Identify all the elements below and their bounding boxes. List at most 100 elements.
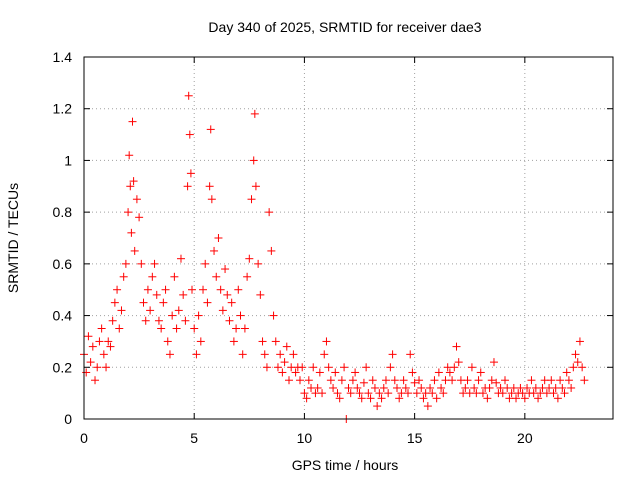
data-point bbox=[86, 358, 95, 367]
data-point bbox=[467, 363, 476, 372]
data-point bbox=[141, 316, 150, 325]
data-point bbox=[278, 368, 287, 377]
data-point bbox=[364, 389, 373, 398]
data-point bbox=[512, 394, 521, 403]
data-point bbox=[377, 394, 386, 403]
data-point bbox=[573, 358, 582, 367]
data-point bbox=[322, 337, 331, 346]
data-point bbox=[125, 151, 134, 160]
data-point bbox=[309, 363, 318, 372]
data-point bbox=[262, 363, 271, 372]
data-point bbox=[302, 394, 311, 403]
data-point bbox=[426, 383, 435, 392]
data-point bbox=[346, 389, 355, 398]
data-point bbox=[487, 376, 496, 385]
y-tick-label: 0.2 bbox=[53, 359, 73, 375]
data-point bbox=[148, 272, 157, 281]
data-point bbox=[238, 350, 247, 359]
data-point bbox=[280, 358, 289, 367]
data-point bbox=[296, 376, 305, 385]
data-point bbox=[205, 182, 214, 191]
data-point bbox=[207, 195, 216, 204]
data-point bbox=[412, 389, 421, 398]
data-point bbox=[146, 306, 155, 315]
y-tick-label: 1 bbox=[64, 152, 72, 168]
data-point bbox=[106, 342, 115, 351]
data-point bbox=[256, 290, 265, 299]
data-point bbox=[223, 290, 232, 299]
data-point bbox=[269, 311, 278, 320]
data-point bbox=[527, 376, 536, 385]
data-point bbox=[206, 125, 215, 134]
data-point bbox=[370, 383, 379, 392]
data-point bbox=[313, 383, 322, 392]
data-point bbox=[95, 337, 104, 346]
data-point bbox=[254, 259, 263, 268]
data-point bbox=[331, 368, 340, 377]
data-point bbox=[560, 389, 569, 398]
y-tick-label: 0.8 bbox=[53, 204, 73, 220]
data-point bbox=[326, 376, 335, 385]
data-point bbox=[384, 389, 393, 398]
data-point bbox=[580, 376, 589, 385]
data-point bbox=[157, 324, 166, 333]
data-point bbox=[170, 272, 179, 281]
data-point bbox=[210, 246, 219, 255]
data-point bbox=[450, 363, 459, 372]
data-point bbox=[181, 316, 190, 325]
data-point bbox=[250, 109, 259, 118]
data-point bbox=[399, 376, 408, 385]
data-point bbox=[448, 376, 457, 385]
data-point bbox=[267, 246, 276, 255]
data-point bbox=[567, 383, 576, 392]
y-tick-label: 1.2 bbox=[53, 101, 73, 117]
data-point bbox=[139, 298, 148, 307]
x-tick-label: 10 bbox=[297, 430, 313, 446]
data-point bbox=[379, 383, 388, 392]
data-point bbox=[428, 389, 437, 398]
data-point bbox=[172, 324, 181, 333]
data-point bbox=[216, 285, 225, 294]
data-point bbox=[386, 363, 395, 372]
data-point bbox=[318, 389, 327, 398]
data-point bbox=[227, 298, 236, 307]
data-point bbox=[549, 389, 558, 398]
data-point bbox=[392, 383, 401, 392]
data-point bbox=[437, 383, 446, 392]
data-point bbox=[212, 272, 221, 281]
data-point bbox=[161, 285, 170, 294]
data-point bbox=[430, 376, 439, 385]
data-point bbox=[132, 195, 141, 204]
data-point bbox=[282, 342, 291, 351]
data-point bbox=[183, 182, 192, 191]
data-point bbox=[390, 376, 399, 385]
data-point bbox=[150, 259, 159, 268]
data-point bbox=[452, 342, 461, 351]
data-point bbox=[417, 383, 426, 392]
data-point bbox=[152, 290, 161, 299]
data-point bbox=[127, 228, 136, 237]
data-point bbox=[344, 383, 353, 392]
data-point bbox=[203, 298, 212, 307]
data-point bbox=[410, 378, 419, 387]
data-point bbox=[229, 337, 238, 346]
data-point bbox=[445, 368, 454, 377]
data-point bbox=[130, 246, 139, 255]
data-point bbox=[201, 259, 210, 268]
data-point bbox=[357, 394, 366, 403]
x-tick-label: 15 bbox=[407, 430, 423, 446]
y-tick-label: 0.4 bbox=[53, 308, 73, 324]
data-point bbox=[184, 91, 193, 100]
data-point bbox=[340, 363, 349, 372]
data-point bbox=[523, 383, 532, 392]
data-point bbox=[320, 350, 329, 359]
data-point bbox=[578, 363, 587, 372]
data-point bbox=[174, 306, 183, 315]
data-point bbox=[470, 383, 479, 392]
y-tick-label: 1.4 bbox=[53, 49, 73, 65]
data-point bbox=[419, 394, 428, 403]
data-point bbox=[186, 169, 195, 178]
data-point bbox=[353, 383, 362, 392]
data-point bbox=[498, 389, 507, 398]
